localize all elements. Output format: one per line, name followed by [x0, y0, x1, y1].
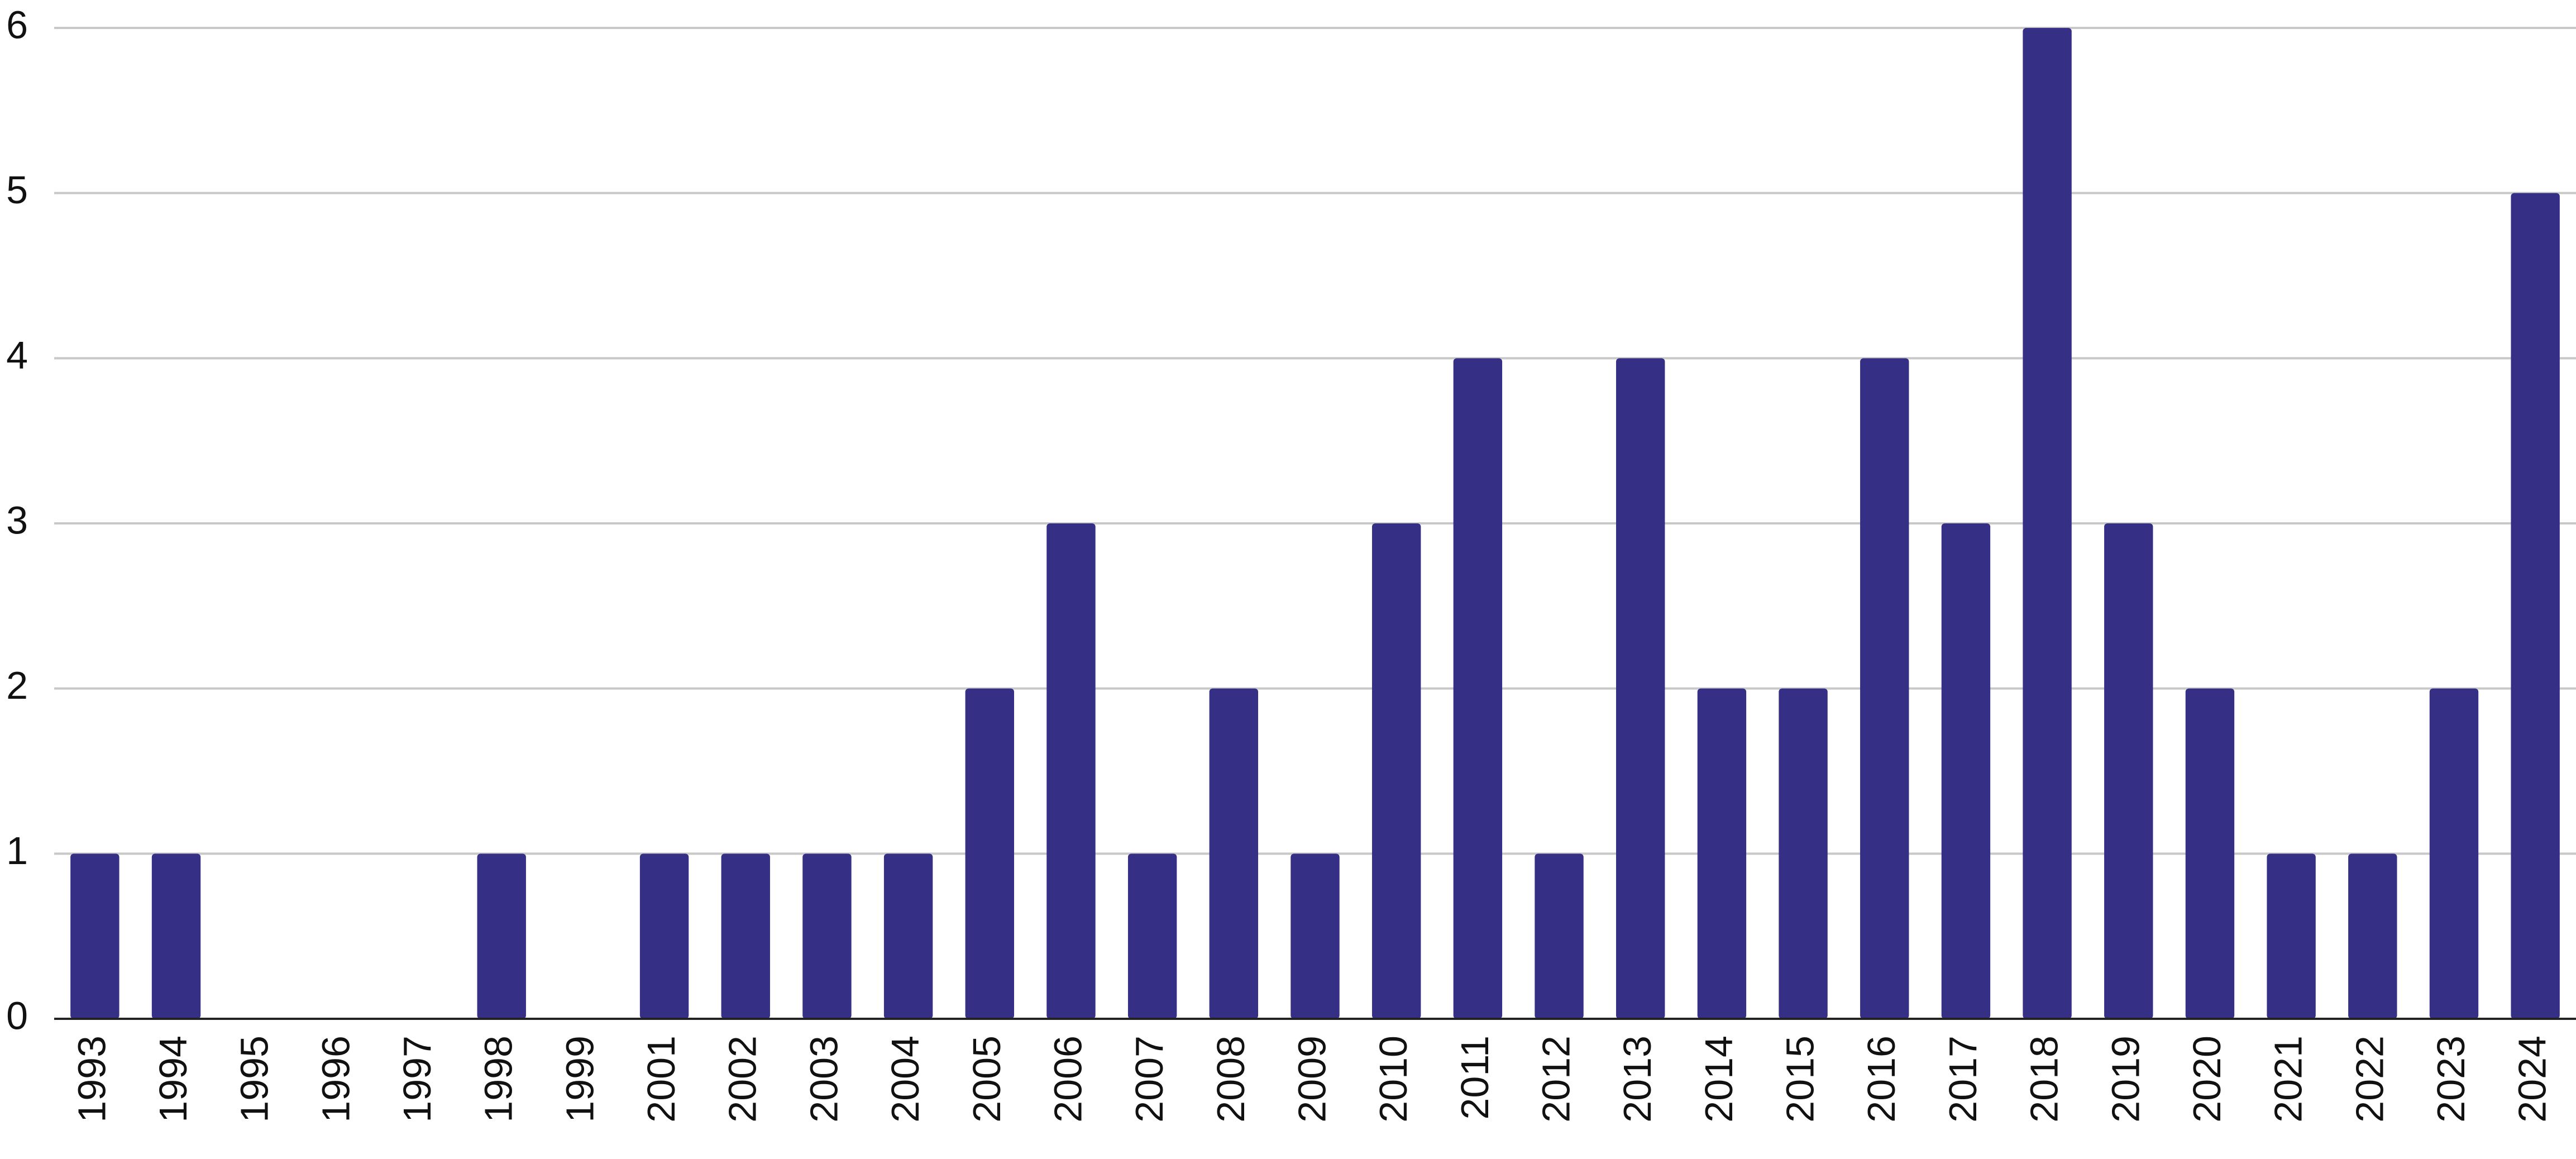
x-tick-label: 2021 — [2267, 1036, 2310, 1123]
bar — [965, 688, 1014, 1019]
x-tick-label: 1996 — [314, 1036, 357, 1123]
bar — [1616, 358, 1665, 1019]
y-tick-label: 2 — [6, 664, 28, 707]
y-tick-label: 4 — [6, 333, 28, 377]
bar — [1860, 358, 1909, 1019]
x-tick-label: 2003 — [802, 1036, 845, 1123]
y-tick-label: 1 — [6, 829, 28, 872]
x-tick-label: 2019 — [2104, 1036, 2147, 1123]
bar — [151, 853, 201, 1019]
x-tick-label: 2022 — [2348, 1036, 2391, 1123]
bar — [1127, 853, 1177, 1019]
x-tick-label: 1997 — [395, 1036, 439, 1123]
bar — [1453, 358, 1503, 1019]
bar — [2267, 853, 2316, 1019]
bar — [2023, 28, 2072, 1019]
bar — [721, 853, 770, 1019]
bar — [2429, 688, 2479, 1019]
bar — [477, 853, 526, 1019]
bar — [639, 853, 689, 1019]
bar — [1535, 853, 1584, 1019]
bar — [1779, 688, 1828, 1019]
x-tick-label: 2020 — [2185, 1036, 2229, 1123]
bar — [1697, 688, 1747, 1019]
x-tick-label: 2005 — [965, 1036, 1009, 1123]
y-tick-label: 3 — [6, 498, 28, 542]
x-tick-label: 2006 — [1046, 1036, 1089, 1123]
x-tick-label: 1999 — [558, 1036, 601, 1123]
x-tick-label: 2014 — [1697, 1036, 1741, 1123]
x-tick-label: 1994 — [151, 1036, 195, 1123]
bar — [2185, 688, 2235, 1019]
x-tick-label: 1995 — [233, 1036, 276, 1123]
x-tick-label: 1993 — [70, 1036, 113, 1123]
x-tick-label: 2004 — [883, 1036, 927, 1123]
bar — [1291, 853, 1340, 1019]
x-tick-label: 2016 — [1860, 1036, 1903, 1123]
bar — [802, 853, 852, 1019]
x-tick-label: 2008 — [1209, 1036, 1253, 1123]
x-tick-label: 2018 — [2023, 1036, 2066, 1123]
bar — [2348, 853, 2397, 1019]
x-tick-label: 2010 — [1371, 1036, 1415, 1123]
bar — [883, 853, 933, 1019]
y-tick-label: 0 — [6, 994, 28, 1037]
bar — [70, 853, 120, 1019]
x-tick-label: 1998 — [477, 1036, 520, 1123]
y-tick-label: 6 — [6, 3, 28, 46]
bar — [2104, 523, 2153, 1019]
bar — [1209, 688, 1259, 1019]
x-tick-label: 2001 — [639, 1036, 683, 1123]
bar — [1941, 523, 1991, 1019]
x-tick-label: 2023 — [2429, 1036, 2473, 1123]
x-tick-label: 2009 — [1290, 1036, 1334, 1123]
x-tick-label: 2011 — [1453, 1036, 1497, 1120]
x-tick-label: 2007 — [1127, 1036, 1171, 1123]
bar — [2511, 193, 2560, 1019]
bar — [1371, 523, 1421, 1019]
x-tick-label: 2017 — [1941, 1036, 1985, 1123]
x-tick-label: 2002 — [721, 1036, 764, 1123]
x-tick-label: 2024 — [2511, 1036, 2554, 1123]
x-tick-label: 2012 — [1535, 1036, 1578, 1123]
x-tick-label: 2013 — [1616, 1036, 1659, 1123]
y-tick-label: 5 — [6, 168, 28, 212]
x-tick-label: 2015 — [1779, 1036, 1822, 1123]
bar — [1046, 523, 1096, 1019]
